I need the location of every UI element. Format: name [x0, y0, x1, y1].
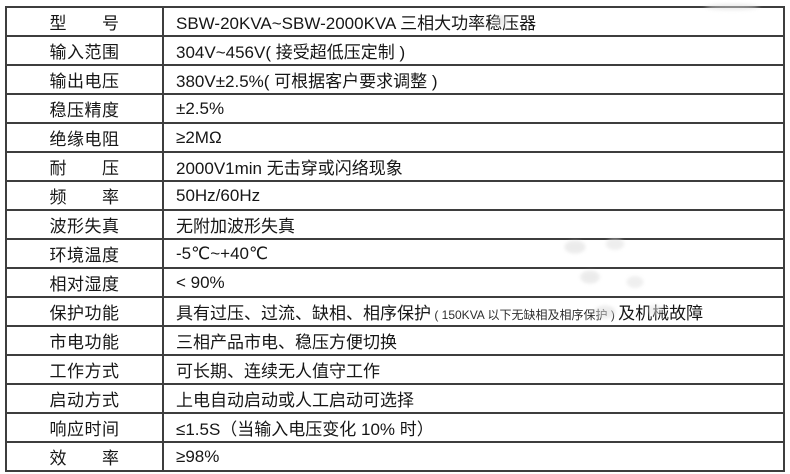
spec-value-segment: 具有过压、过流、缺相、相序保护	[176, 304, 431, 323]
spec-value-segment: ≤1.5S（当输入电压变化 10% 时）	[176, 420, 434, 439]
table-row: 输出电压 380V±2.5%( 可根据客户要求调整 )	[5, 64, 785, 95]
table-row: 环境温度 -5℃~+40℃	[5, 238, 785, 269]
spec-value-segment: 2000V1min 无击穿或闪络现象	[176, 159, 403, 178]
spec-value: 可长期、连续无人值守工作	[162, 354, 785, 385]
spec-value-segment: ( 150KVA 以下无缺相及相序保护 )	[431, 308, 619, 322]
spec-value-segment: SBW-20KVA~SBW-2000KVA 三相大功率稳压器	[176, 14, 537, 33]
table-row: 保护功能 具有过压、过流、缺相、相序保护 ( 150KVA 以下无缺相及相序保护 …	[5, 296, 785, 327]
spec-value: 上电自动启动或人工启动可选择	[162, 383, 785, 414]
spec-value: 具有过压、过流、缺相、相序保护 ( 150KVA 以下无缺相及相序保护 ) 及机…	[162, 296, 785, 327]
spec-value: 380V±2.5%( 可根据客户要求调整 )	[162, 64, 785, 95]
spec-value: 304V~456V( 接受超低压定制 )	[162, 35, 785, 66]
spec-value: < 90%	[162, 267, 785, 298]
spec-value: ≥98%	[162, 441, 785, 472]
table-row: 稳压精度 ±2.5%	[5, 93, 785, 124]
spec-label: 效 率	[5, 441, 164, 472]
table-row: 型 号 SBW-20KVA~SBW-2000KVA 三相大功率稳压器	[5, 6, 785, 37]
spec-value: 50Hz/60Hz	[162, 180, 785, 211]
table-row: 工作方式 可长期、连续无人值守工作	[5, 354, 785, 385]
table-row: 频 率 50Hz/60Hz	[5, 180, 785, 211]
spec-value-segment: ≥98%	[176, 446, 220, 466]
spec-value: ≤1.5S（当输入电压变化 10% 时）	[162, 412, 785, 443]
spec-label: 波形失真	[5, 209, 164, 240]
table-row: 启动方式 上电自动启动或人工启动可选择	[5, 383, 785, 414]
spec-table-body: 型 号 SBW-20KVA~SBW-2000KVA 三相大功率稳压器 输入范围 304…	[5, 6, 785, 472]
table-row: 响应时间 ≤1.5S（当输入电压变化 10% 时）	[5, 412, 785, 443]
spec-value: ≥2MΩ	[162, 122, 785, 153]
spec-label: 市电功能	[5, 325, 164, 356]
spec-label: 工作方式	[5, 354, 164, 385]
spec-value: ±2.5%	[162, 93, 785, 124]
spec-value-segment: ≥2MΩ	[176, 127, 222, 147]
spec-label: 相对湿度	[5, 267, 164, 298]
spec-value-segment: -5℃~+40℃	[176, 243, 269, 263]
spec-label: 型 号	[5, 6, 164, 37]
spec-value: 三相产品市电、稳压方便切换	[162, 325, 785, 356]
spec-label: 环境温度	[5, 238, 164, 269]
spec-value-segment: 304V~456V( 接受超低压定制 )	[176, 43, 406, 62]
spec-label: 输入范围	[5, 35, 164, 66]
spec-value-segment: 无附加波形失真	[176, 217, 295, 236]
spec-value: 2000V1min 无击穿或闪络现象	[162, 151, 785, 182]
spec-value-segment: < 90%	[176, 272, 225, 292]
table-row: 绝缘电阻 ≥2MΩ	[5, 122, 785, 153]
spec-label: 耐 压	[5, 151, 164, 182]
spec-value-segment: 上电自动启动或人工启动可选择	[176, 391, 414, 410]
spec-label: 启动方式	[5, 383, 164, 414]
spec-value: 无附加波形失真	[162, 209, 785, 240]
spec-value-segment: 380V±2.5%( 可根据客户要求调整 )	[176, 72, 438, 91]
spec-value-segment: 50Hz/60Hz	[176, 185, 261, 205]
table-row: 输入范围 304V~456V( 接受超低压定制 )	[5, 35, 785, 66]
table-row: 相对湿度 < 90%	[5, 267, 785, 298]
spec-label: 稳压精度	[5, 93, 164, 124]
spec-value: -5℃~+40℃	[162, 238, 785, 269]
spec-table: 型 号 SBW-20KVA~SBW-2000KVA 三相大功率稳压器 输入范围 304…	[5, 6, 785, 472]
spec-label: 绝缘电阻	[5, 122, 164, 153]
spec-value-segment: ±2.5%	[176, 98, 225, 118]
spec-value-segment: 可长期、连续无人值守工作	[176, 362, 380, 381]
spec-label: 响应时间	[5, 412, 164, 443]
spec-value-segment: 三相产品市电、稳压方便切换	[176, 333, 397, 352]
table-row: 波形失真 无附加波形失真	[5, 209, 785, 240]
spec-label: 输出电压	[5, 64, 164, 95]
table-row: 市电功能 三相产品市电、稳压方便切换	[5, 325, 785, 356]
table-row: 效 率 ≥98%	[5, 441, 785, 472]
spec-label: 频 率	[5, 180, 164, 211]
spec-label: 保护功能	[5, 296, 164, 327]
spec-value: SBW-20KVA~SBW-2000KVA 三相大功率稳压器	[162, 6, 785, 37]
table-row: 耐 压 2000V1min 无击穿或闪络现象	[5, 151, 785, 182]
spec-value-segment: 及机械故障	[618, 304, 704, 323]
